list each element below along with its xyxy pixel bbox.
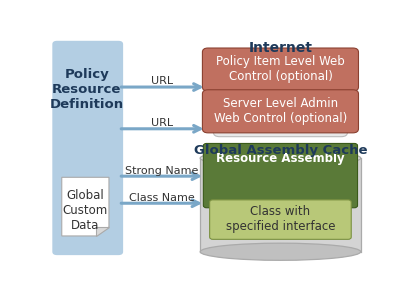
- Text: URL: URL: [151, 118, 173, 128]
- Circle shape: [260, 55, 311, 92]
- Text: URL: URL: [151, 76, 173, 86]
- FancyBboxPatch shape: [52, 41, 123, 255]
- Text: Server Level Admin
Web Control (optional): Server Level Admin Web Control (optional…: [213, 97, 346, 125]
- Text: Policy
Resource
Definition: Policy Resource Definition: [50, 68, 124, 111]
- Text: Class Name: Class Name: [128, 193, 194, 203]
- FancyBboxPatch shape: [213, 66, 347, 137]
- Text: Policy Item Level Web
Control (optional): Policy Item Level Web Control (optional): [215, 55, 344, 84]
- Polygon shape: [62, 177, 109, 236]
- Circle shape: [286, 64, 331, 96]
- Text: Class with
specified interface: Class with specified interface: [225, 205, 335, 234]
- FancyBboxPatch shape: [203, 144, 357, 208]
- Text: Resource Assembly: Resource Assembly: [215, 151, 344, 165]
- Circle shape: [234, 60, 285, 96]
- FancyBboxPatch shape: [202, 48, 358, 91]
- Circle shape: [322, 96, 356, 119]
- FancyBboxPatch shape: [209, 200, 350, 239]
- Ellipse shape: [200, 149, 360, 167]
- Polygon shape: [200, 158, 360, 252]
- Text: Strong Name: Strong Name: [124, 166, 198, 176]
- Text: Global Assembly Cache: Global Assembly Cache: [193, 144, 366, 157]
- Circle shape: [207, 91, 240, 115]
- Text: Internet: Internet: [248, 40, 312, 54]
- Circle shape: [308, 81, 347, 109]
- Polygon shape: [96, 227, 109, 236]
- Text: Global
Custom
Data: Global Custom Data: [63, 188, 108, 231]
- Ellipse shape: [200, 243, 360, 260]
- Circle shape: [215, 76, 257, 107]
- FancyBboxPatch shape: [202, 90, 358, 133]
